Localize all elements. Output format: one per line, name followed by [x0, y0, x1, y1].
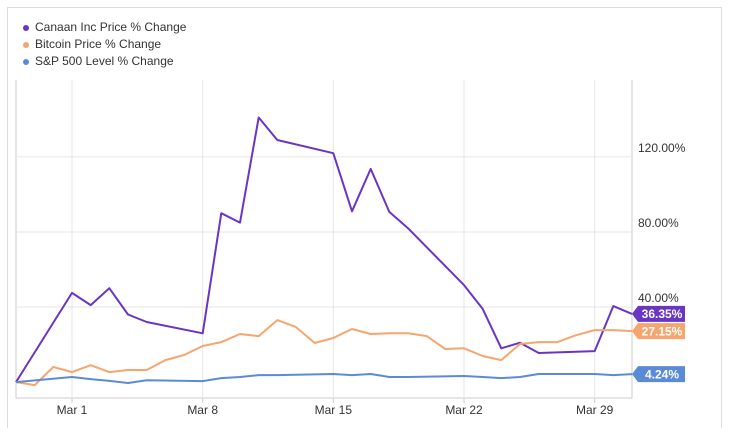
legend-label: Bitcoin Price % Change [35, 37, 161, 51]
end-badge [632, 305, 685, 322]
legend-marker [23, 42, 29, 48]
end-label: 36.35% [642, 307, 683, 321]
x-tick-label: Mar 1 [57, 403, 88, 417]
end-badge [632, 323, 685, 340]
legend-marker [23, 25, 29, 31]
x-tick-label: Mar 15 [315, 403, 353, 417]
end-label: 4.24% [645, 367, 679, 381]
end-badge [632, 366, 685, 383]
x-tick-label: Mar 8 [187, 403, 218, 417]
x-tick-label: Mar 29 [576, 403, 614, 417]
legend-label: S&P 500 Level % Change [35, 54, 174, 68]
legend-label: Canaan Inc Price % Change [35, 20, 187, 34]
legend-marker [23, 59, 29, 65]
end-label: 27.15% [642, 324, 683, 338]
y-tick-label: 120.00% [638, 141, 686, 155]
series-line [15, 319, 633, 387]
y-tick-label: 80.00% [638, 216, 679, 230]
x-tick-label: Mar 22 [445, 403, 483, 417]
chart-frame [7, 7, 722, 433]
y-tick-label: 40.00% [638, 291, 679, 305]
series-line [15, 373, 633, 384]
